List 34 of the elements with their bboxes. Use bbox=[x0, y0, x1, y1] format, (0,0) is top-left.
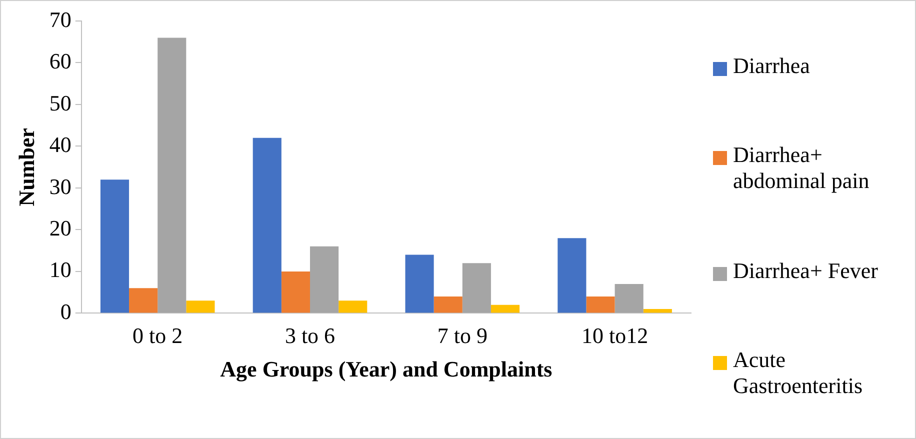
legend-label: Diarrhea+ abdominal pain bbox=[733, 142, 870, 194]
bar bbox=[614, 284, 644, 313]
bar bbox=[100, 180, 130, 313]
bar bbox=[434, 296, 462, 313]
y-tick-label: 70 bbox=[49, 6, 72, 32]
bar bbox=[281, 271, 310, 313]
legend-label: Diarrhea bbox=[733, 52, 810, 79]
y-tick-label: 40 bbox=[49, 132, 72, 158]
legend-label: Acute Gastroenteritis bbox=[733, 347, 864, 400]
x-tick-label: 0 to 2 bbox=[132, 323, 183, 348]
bar bbox=[129, 288, 158, 313]
x-tick-label: 7 to 9 bbox=[437, 323, 488, 348]
bar bbox=[490, 304, 520, 313]
bar bbox=[338, 300, 368, 313]
y-tick-label: 50 bbox=[49, 90, 72, 116]
bar bbox=[310, 246, 339, 313]
y-tick-label: 20 bbox=[49, 215, 72, 240]
y-tick-label: 0 bbox=[60, 298, 72, 324]
bar bbox=[643, 309, 672, 313]
bar bbox=[462, 263, 491, 313]
x-tick-label: 10 to12 bbox=[581, 323, 648, 348]
bar bbox=[558, 238, 586, 313]
bar bbox=[186, 300, 215, 313]
bar bbox=[158, 38, 186, 313]
y-tick-label: 30 bbox=[49, 174, 72, 199]
x-tick-label: 3 to 6 bbox=[284, 323, 336, 348]
x-axis-title: Age Groups (Year) and Complaints bbox=[220, 356, 553, 382]
bar bbox=[405, 254, 434, 313]
bar bbox=[252, 138, 282, 313]
y-tick-label: 10 bbox=[49, 257, 72, 282]
y-tick-label: 60 bbox=[49, 48, 72, 74]
y-axis-title: Number bbox=[14, 128, 39, 206]
legend-label: Diarrhea+ Fever bbox=[733, 258, 878, 284]
bar bbox=[586, 296, 615, 313]
